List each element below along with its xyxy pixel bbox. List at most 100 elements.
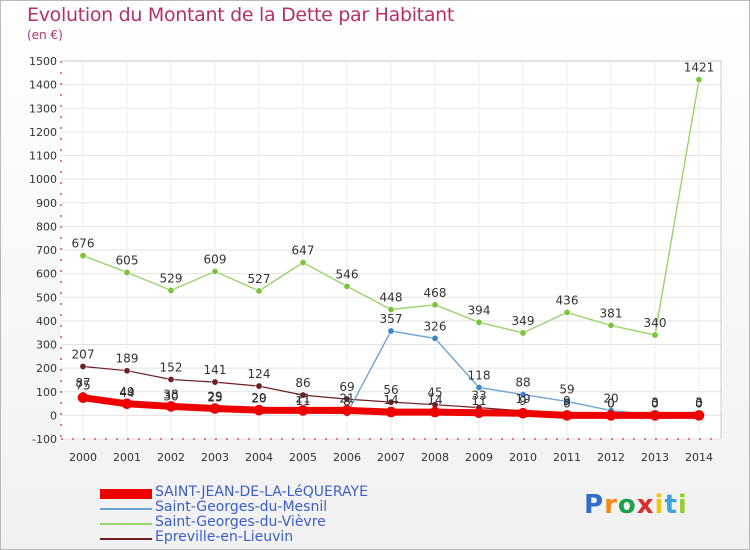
y-tick-label: 300: [36, 339, 57, 352]
y-tick-label: 1100: [29, 150, 57, 163]
data-label: 75: [75, 379, 90, 393]
proxiti-logo: Proxiti: [584, 490, 688, 520]
data-label: 326: [424, 319, 447, 333]
data-label: 87: [75, 376, 90, 390]
data-label: 33: [471, 389, 486, 403]
data-point: [211, 267, 219, 275]
data-label: 527: [248, 272, 271, 286]
data-point: [649, 410, 661, 421]
x-tick-label: 2007: [377, 451, 405, 464]
data-point: [693, 410, 705, 421]
data-label: 141: [204, 363, 227, 377]
data-label: 21: [295, 391, 310, 405]
data-label: 448: [380, 291, 403, 305]
data-point: [211, 378, 219, 386]
data-point: [343, 395, 351, 403]
data-label: 88: [515, 376, 530, 390]
data-label: 0: [563, 396, 571, 410]
data-point: [561, 410, 573, 421]
x-tick-label: 2006: [333, 451, 361, 464]
data-point: [123, 268, 131, 276]
data-label: 436: [556, 293, 579, 307]
data-label: 381: [600, 306, 623, 320]
data-label: 49: [119, 385, 134, 399]
logo-letter: P: [584, 490, 605, 520]
y-tick-label: 0: [50, 409, 57, 422]
y-tick-label: 600: [36, 268, 57, 281]
y-tick-label: 900: [36, 197, 57, 210]
data-point: [299, 259, 307, 267]
data-point: [79, 252, 87, 260]
data-point: [387, 327, 395, 335]
y-tick-label: 100: [36, 386, 57, 399]
data-label: 56: [383, 383, 398, 397]
data-label: 609: [204, 252, 227, 266]
data-point: [385, 406, 397, 418]
chart-title: Evolution du Montant de la Dette par Hab…: [27, 4, 455, 26]
data-point: [605, 410, 617, 421]
legend-swatch: [100, 486, 152, 501]
x-tick-label: 2001: [113, 451, 141, 464]
data-point: [563, 308, 571, 316]
data-label: 676: [72, 237, 95, 251]
data-label: 0: [695, 396, 703, 410]
data-label: 349: [512, 314, 535, 328]
data-label: 29: [251, 391, 266, 405]
data-label: 3: [651, 396, 659, 410]
x-tick-label: 2014: [685, 451, 713, 464]
data-label: 357: [380, 312, 403, 326]
y-tick-label: 500: [36, 291, 57, 304]
data-point: [255, 287, 263, 295]
y-tick-label: -100: [32, 433, 57, 446]
data-label: 0: [651, 396, 659, 410]
legend-label: SAINT-JEAN-DE-LA-LéQUERAYE: [155, 484, 368, 500]
data-point: [77, 392, 89, 403]
x-tick-label: 2002: [157, 451, 185, 464]
data-point: [343, 282, 351, 290]
data-label: 0: [607, 396, 615, 410]
data-label: 0: [607, 396, 615, 410]
y-tick-label: 800: [36, 220, 57, 233]
data-point: [519, 391, 527, 399]
data-label: 152: [160, 360, 183, 374]
data-point: [253, 404, 265, 416]
data-label: 0: [695, 396, 703, 410]
data-label: 3: [695, 396, 703, 410]
data-label: 529: [160, 271, 183, 285]
data-point: [473, 407, 485, 419]
data-label: 647: [292, 244, 315, 258]
x-tick-label: 2009: [465, 451, 493, 464]
legend-swatch: [100, 531, 152, 546]
data-label: 44: [119, 386, 134, 400]
data-label: 38: [163, 387, 178, 401]
x-tick-label: 2005: [289, 451, 317, 464]
data-point: [209, 403, 221, 414]
data-label: 11: [471, 394, 486, 408]
data-label: 394: [468, 303, 491, 317]
y-tick-label: 400: [36, 315, 57, 328]
data-label: 59: [559, 382, 574, 396]
data-label: 1421: [684, 61, 715, 75]
data-point: [563, 397, 571, 405]
data-point: [517, 407, 529, 419]
x-tick-label: 2010: [509, 451, 537, 464]
data-point: [167, 375, 175, 383]
data-point: [475, 383, 483, 391]
data-label: 0: [651, 396, 659, 410]
data-point: [387, 398, 395, 406]
y-tick-label: 1000: [29, 173, 57, 186]
data-label: 20: [603, 392, 618, 406]
data-label: 45: [427, 386, 442, 400]
x-tick-label: 2003: [201, 451, 229, 464]
data-point: [429, 406, 441, 418]
data-point: [695, 76, 703, 84]
data-point: [431, 301, 439, 309]
data-point: [167, 286, 175, 294]
y-tick-label: 700: [36, 244, 57, 257]
data-label: 605: [116, 253, 139, 267]
y-tick-label: 1400: [29, 79, 57, 92]
data-label: 8: [343, 394, 351, 408]
data-label: 20: [251, 392, 266, 406]
legend-label: Epreville-en-Lieuvin: [155, 529, 294, 545]
